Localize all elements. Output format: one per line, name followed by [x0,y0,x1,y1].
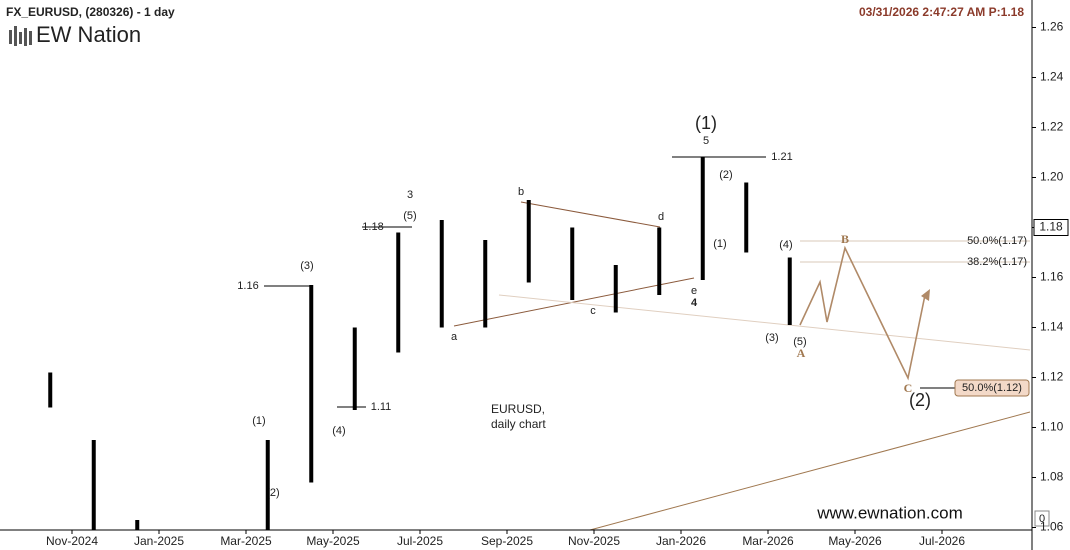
x-tick-label: Sep-2025 [481,534,533,548]
volume-tick: 0 [1039,513,1045,525]
y-tick-label: 1.24 [1040,70,1064,84]
y-tick-label: 1.14 [1040,320,1064,334]
wave-label: 4 [691,297,698,309]
price-bar [135,520,140,530]
x-tick-label: Jul-2026 [919,534,965,548]
volume-box [1034,510,1050,527]
price-bar [396,232,401,353]
annotation-lines [264,156,1031,531]
x-tick-label: Jul-2025 [397,534,443,548]
logo: EW Nation [36,22,141,47]
wave-label: (5) [403,210,416,222]
y-tick-label: 1.22 [1040,120,1064,134]
wave-label: b [518,186,524,198]
wave-label: (3) [765,332,778,344]
price-bar [570,227,575,300]
price-bar [439,220,444,328]
y-tick-label: 1.12 [1040,370,1064,384]
price-bar [309,285,314,483]
wave-label: (1) [713,238,726,250]
chart-title: FX_EURUSD, (280326) - 1 day [6,5,175,19]
x-tick-label: May-2026 [828,534,882,548]
wave-label: B [841,232,849,246]
y-tick-label: 1.06 [1040,520,1064,534]
fib-label: 50.0%(1.17) [967,235,1027,247]
timestamp: 03/31/2026 2:47:27 AM P:1.18 [859,5,1024,19]
x-tick-label: Mar-2025 [220,534,272,548]
y-tick-label: 1.26 [1040,20,1064,34]
triangle-line [520,201,661,228]
level-label: 1.11 [371,401,392,413]
price-tag-label: 1.18 [1039,220,1063,234]
projection-path [799,245,926,381]
price-bar [526,200,531,283]
wave-label: C [904,381,913,395]
wave-label: (3) [300,260,313,272]
price-bar [91,440,96,530]
projection-arrow [921,289,930,301]
price-bar [613,265,618,313]
price-bar [48,372,53,408]
y-tick-label: 1.20 [1040,170,1064,184]
fib-label: 38.2%(1.17) [967,256,1027,268]
watermark: www.ewnation.com [816,503,963,522]
price-bar [787,257,792,325]
wave-label: (1) [252,415,265,427]
price-bar [657,227,662,295]
fib-box [954,379,1030,397]
x-tick-label: Mar-2026 [742,534,794,548]
wave-label: a [451,331,458,343]
wave-label: A [797,346,806,360]
price-bar [352,327,357,410]
trend-line [498,294,1031,351]
wave-label: 5 [703,135,709,147]
y-tick-label: 1.10 [1040,420,1064,434]
trend-line [589,411,1031,531]
triangle-line [453,277,695,327]
price-bar [744,182,749,253]
wave-label: (2) [719,169,732,181]
wave-label: e [691,285,697,297]
price-bar [265,440,270,530]
annotations: (1) 5 1.21 (2) 3 (5) 1.18 b d (1) (4) (3… [237,113,1030,499]
level-label: 1.18 [362,221,383,233]
wave-label: d [658,211,664,223]
wave-label: (1) [695,113,717,133]
chart-note: EURUSD, [491,402,545,416]
price-bar [700,157,705,280]
level-label: 1.21 [771,151,792,163]
wave-label: (4) [332,425,345,437]
fib-label: 50.0%(1.12) [962,382,1022,394]
price-bar [483,240,488,328]
logo-icon [9,26,32,46]
wave-label: (2) [909,390,931,410]
x-tick-label: Jan-2025 [134,534,184,548]
level-label: 1.16 [237,280,258,292]
price-tag [1033,219,1069,236]
chart-note: daily chart [491,417,546,431]
x-tick-label: Jan-2026 [656,534,706,548]
y-tick-label: 1.08 [1040,470,1064,484]
wave-label: (4) [779,239,792,251]
x-tick-label: May-2025 [306,534,360,548]
wave-label: (5) [793,336,806,348]
wave-label: c [590,305,596,317]
x-tick-label: Nov-2025 [568,534,620,548]
x-tick-label: Nov-2024 [46,534,98,548]
wave-label: 3 [407,189,413,201]
y-tick-label: 1.16 [1040,270,1064,284]
